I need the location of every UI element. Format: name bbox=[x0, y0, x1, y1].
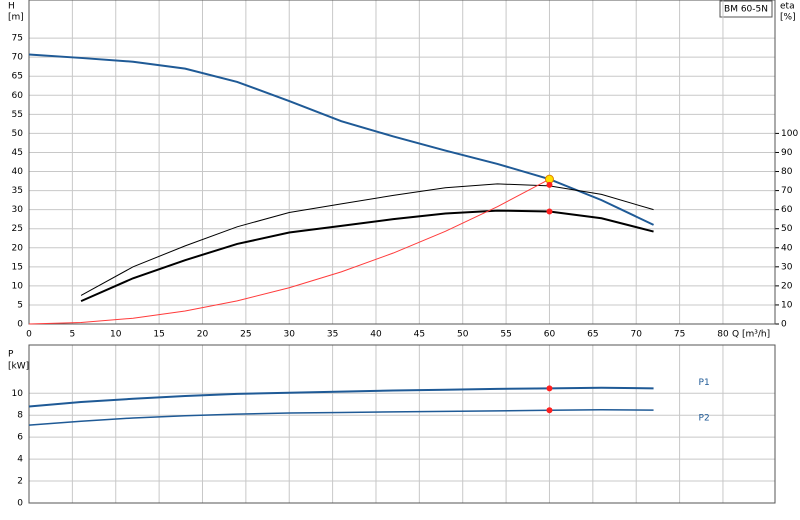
x-tick-label: 35 bbox=[327, 330, 338, 340]
y2-tick-label: 40 bbox=[781, 243, 793, 253]
y-tick-label: 0 bbox=[17, 499, 23, 509]
y2-tick-label: 50 bbox=[781, 224, 793, 234]
x-tick-label: 10 bbox=[110, 330, 122, 340]
x-tick-label: 30 bbox=[284, 330, 296, 340]
y2-tick-label: 60 bbox=[781, 205, 793, 215]
y-tick-label: 0 bbox=[17, 320, 23, 330]
y2-unit: [%] bbox=[780, 13, 796, 23]
y-tick-label: 25 bbox=[12, 224, 23, 234]
y2-tick-label: 0 bbox=[781, 320, 787, 330]
y-tick-label: 35 bbox=[12, 186, 23, 196]
y-tick-label: 4 bbox=[17, 455, 23, 465]
y-tick-label: 10 bbox=[12, 389, 24, 399]
y-tick-label: 20 bbox=[12, 243, 24, 253]
y2-tick-label: 80 bbox=[781, 167, 793, 177]
y-tick-label: 65 bbox=[12, 72, 23, 82]
plot-frame bbox=[28, 0, 776, 325]
plot-frame bbox=[28, 344, 776, 504]
y-label: P bbox=[8, 350, 14, 360]
x-tick-label: 60 bbox=[544, 330, 556, 340]
y-unit: [m] bbox=[8, 13, 24, 23]
x-tick-label: 20 bbox=[197, 330, 209, 340]
duty-point bbox=[546, 407, 553, 414]
duty-point bbox=[546, 208, 553, 215]
x-tick-label: 75 bbox=[674, 330, 685, 340]
x-label: Q [m³/h] bbox=[732, 330, 770, 340]
y2-tick-label: 70 bbox=[781, 186, 793, 196]
series-line bbox=[80, 209, 654, 303]
series-label: P1 bbox=[699, 378, 710, 388]
series-line bbox=[28, 178, 550, 325]
x-tick-label: 70 bbox=[630, 330, 642, 340]
title-box bbox=[719, 0, 773, 18]
series-line bbox=[80, 183, 654, 296]
y2-tick-label: 20 bbox=[781, 281, 793, 291]
chart-title: BM 60-5N bbox=[724, 5, 768, 15]
y2-tick-label: 100 bbox=[781, 129, 798, 139]
x-tick-label: 25 bbox=[240, 330, 251, 340]
x-tick-label: 0 bbox=[26, 330, 32, 340]
y-label: H bbox=[8, 2, 15, 12]
x-tick-label: 45 bbox=[414, 330, 425, 340]
y-tick-label: 40 bbox=[12, 167, 24, 177]
y-tick-label: 50 bbox=[12, 129, 24, 139]
y2-tick-label: 30 bbox=[781, 262, 793, 272]
x-tick-label: 5 bbox=[70, 330, 76, 340]
y-tick-label: 55 bbox=[12, 110, 23, 120]
y-tick-label: 5 bbox=[17, 300, 23, 310]
y-tick-label: 60 bbox=[12, 91, 24, 101]
y-tick-label: 70 bbox=[12, 53, 24, 63]
duty-point bbox=[546, 181, 553, 188]
x-tick-label: 55 bbox=[500, 330, 511, 340]
y-tick-label: 15 bbox=[12, 262, 23, 272]
duty-point bbox=[546, 385, 553, 392]
x-tick-label: 80 bbox=[717, 330, 729, 340]
x-tick-label: 40 bbox=[370, 330, 382, 340]
y-tick-label: 75 bbox=[12, 34, 23, 44]
x-tick-label: 50 bbox=[457, 330, 469, 340]
y-tick-label: 30 bbox=[12, 205, 24, 215]
y-unit: [kW] bbox=[8, 362, 29, 372]
y2-tick-label: 10 bbox=[781, 300, 793, 310]
series-label: P2 bbox=[699, 414, 710, 424]
y-tick-label: 6 bbox=[17, 433, 23, 443]
x-tick-label: 65 bbox=[587, 330, 598, 340]
y2-tick-label: 90 bbox=[781, 148, 793, 158]
y-tick-label: 10 bbox=[12, 281, 24, 291]
y-tick-label: 2 bbox=[17, 477, 23, 487]
x-tick-label: 15 bbox=[153, 330, 164, 340]
y-tick-label: 8 bbox=[17, 411, 23, 421]
y-tick-label: 45 bbox=[12, 148, 23, 158]
y2-label: eta bbox=[780, 2, 795, 12]
